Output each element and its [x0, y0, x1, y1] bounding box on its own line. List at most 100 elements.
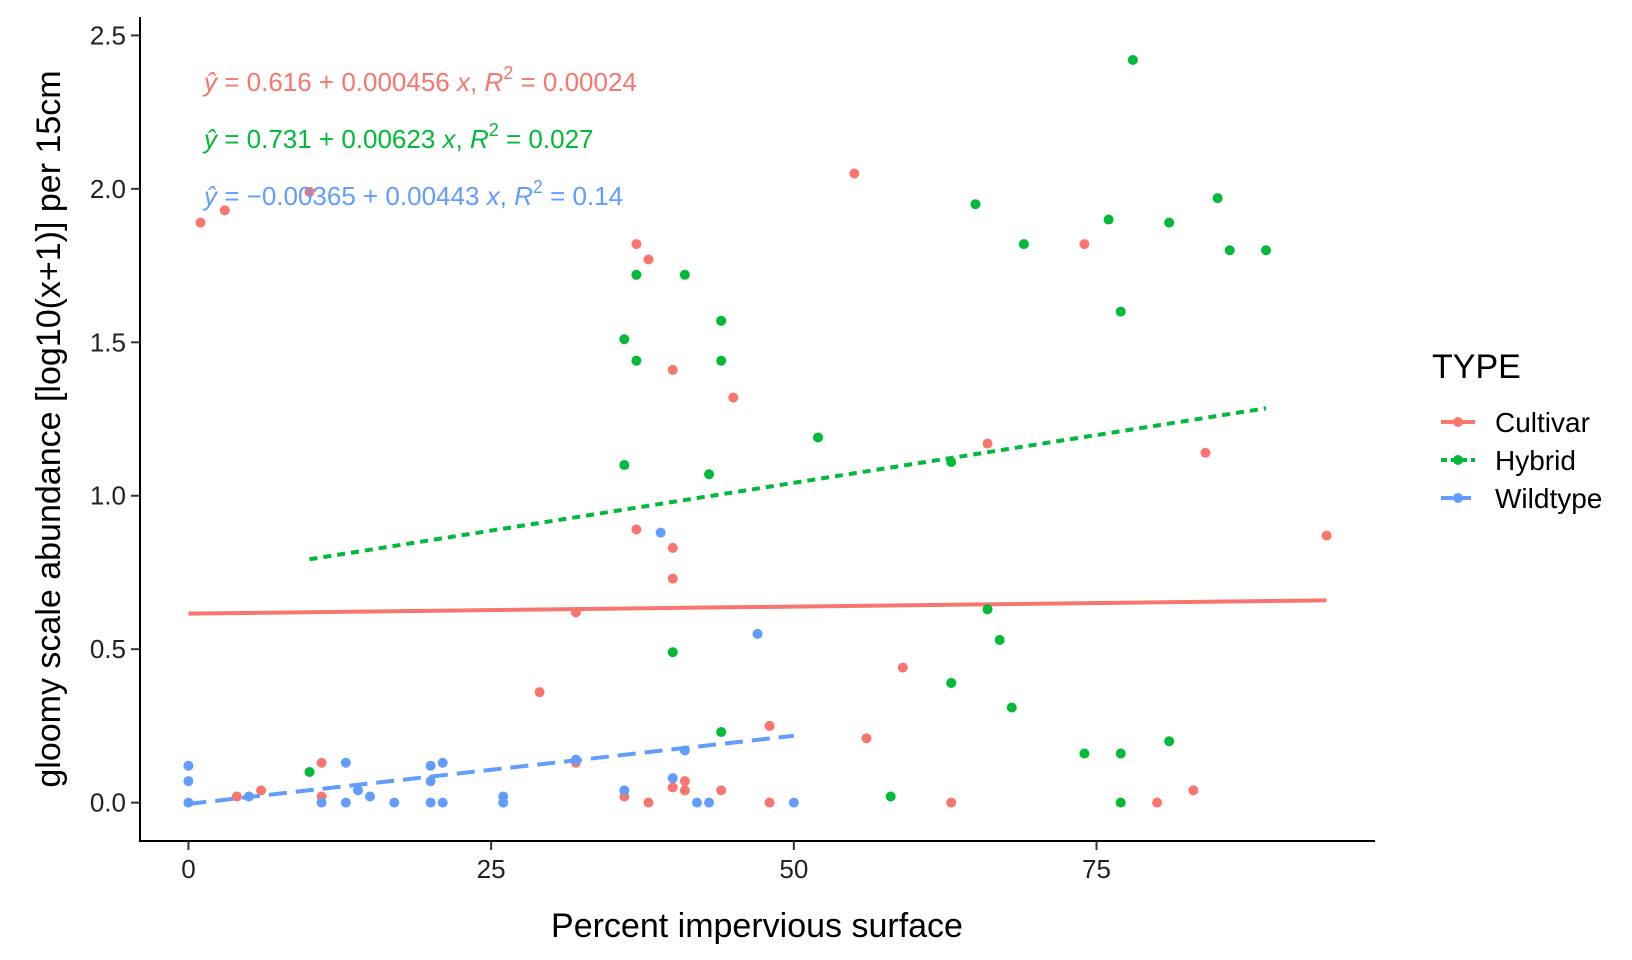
x-axis-title: Percent impervious surface	[551, 907, 963, 945]
data-point	[340, 757, 351, 768]
x-tick-label: 0	[181, 854, 195, 884]
data-point	[1127, 54, 1138, 65]
y-tick-label: 0.0	[90, 788, 126, 818]
data-point	[885, 791, 896, 802]
data-point	[1261, 245, 1272, 256]
y-tick-label: 2.0	[90, 174, 126, 204]
data-point	[437, 757, 448, 768]
data-point	[643, 254, 654, 265]
regression-equation-hybrid: ŷ = 0.731 + 0.00623 x, R2 = 0.027	[202, 120, 594, 154]
data-point	[897, 662, 908, 673]
y-tick-label: 1.5	[90, 327, 126, 357]
legend-label: Hybrid	[1495, 445, 1576, 476]
data-point	[183, 776, 194, 787]
data-point	[365, 791, 376, 802]
data-point	[946, 456, 957, 467]
fit-line-hybrid	[309, 406, 1267, 562]
y-tick-label: 1.0	[90, 481, 126, 511]
data-point	[340, 797, 351, 808]
x-tick-label: 25	[477, 854, 506, 884]
data-point	[1115, 797, 1126, 808]
data-point	[619, 785, 630, 796]
y-tick-label: 2.5	[90, 20, 126, 50]
data-point	[679, 785, 690, 796]
data-point	[667, 647, 678, 658]
legend-label: Wildtype	[1495, 483, 1602, 514]
data-point	[570, 754, 581, 765]
axes	[139, 17, 1375, 842]
data-point	[425, 797, 436, 808]
regression-annotations: ŷ = 0.616 + 0.000456 x, R2 = 0.00024 ŷ = …	[202, 63, 637, 211]
data-point	[316, 757, 327, 768]
data-point	[498, 797, 509, 808]
legend: TYPE Cultivar Hybrid Wildtype	[1432, 348, 1602, 514]
data-point	[304, 766, 315, 777]
data-point	[1115, 306, 1126, 317]
data-point	[788, 797, 799, 808]
data-point	[994, 634, 1005, 645]
data-point	[752, 628, 763, 639]
data-point	[1079, 748, 1090, 759]
legend-key-point	[1453, 417, 1463, 427]
fit-lines	[188, 406, 1327, 806]
data-points	[183, 54, 1332, 808]
regression-equation-cultivar: ŷ = 0.616 + 0.000456 x, R2 = 0.00024	[202, 63, 637, 97]
data-point	[704, 469, 715, 480]
data-point	[861, 733, 872, 744]
x-axis-ticks: 0 25 50 75	[181, 841, 1111, 884]
data-point	[667, 364, 678, 375]
data-point	[679, 269, 690, 280]
data-point	[1321, 530, 1332, 541]
data-point	[946, 677, 957, 688]
series-cultivar	[195, 168, 1332, 808]
data-point	[1103, 214, 1114, 225]
data-point	[352, 785, 363, 796]
data-point	[1224, 245, 1235, 256]
data-point	[570, 607, 581, 618]
data-point	[764, 797, 775, 808]
data-point	[679, 745, 690, 756]
data-point	[619, 334, 630, 345]
legend-title: TYPE	[1432, 348, 1521, 386]
data-point	[631, 239, 642, 250]
fit-line-wildtype	[188, 733, 795, 806]
data-point	[256, 785, 267, 796]
data-point	[1152, 797, 1163, 808]
regression-equation-wildtype: ŷ = −0.00365 + 0.00443 x, R2 = 0.14	[202, 177, 623, 211]
data-point	[316, 797, 327, 808]
data-point	[425, 776, 436, 787]
y-axis-ticks: 0.0 0.5 1.0 1.5 2.0 2.5	[90, 20, 140, 818]
data-point	[1164, 736, 1175, 747]
data-point	[1164, 217, 1175, 228]
data-point	[631, 524, 642, 535]
legend-item-hybrid: Hybrid	[1441, 445, 1576, 476]
data-point	[1200, 447, 1211, 458]
data-point	[1115, 748, 1126, 759]
legend-label: Cultivar	[1495, 407, 1590, 438]
data-point	[691, 797, 702, 808]
data-point	[437, 797, 448, 808]
y-axis-title: gloomy scale abundance [log10(x+1)] per …	[30, 70, 68, 787]
data-point	[970, 199, 981, 210]
data-point	[982, 604, 993, 615]
data-point	[716, 785, 727, 796]
legend-key-point	[1453, 493, 1463, 503]
data-point	[304, 186, 315, 197]
series-wildtype	[183, 527, 799, 808]
fit-line-cultivar	[188, 598, 1327, 616]
data-point	[716, 727, 727, 738]
data-point	[389, 797, 400, 808]
data-point	[219, 205, 230, 216]
data-point	[631, 269, 642, 280]
data-point	[1006, 702, 1017, 713]
data-point	[631, 355, 642, 366]
data-point	[716, 355, 727, 366]
x-tick-label: 50	[779, 854, 808, 884]
data-point	[183, 760, 194, 771]
legend-item-wildtype: Wildtype	[1441, 483, 1602, 514]
data-point	[667, 773, 678, 784]
legend-item-cultivar: Cultivar	[1441, 407, 1590, 438]
data-point	[667, 782, 678, 793]
data-point	[619, 460, 630, 471]
data-point	[982, 438, 993, 449]
